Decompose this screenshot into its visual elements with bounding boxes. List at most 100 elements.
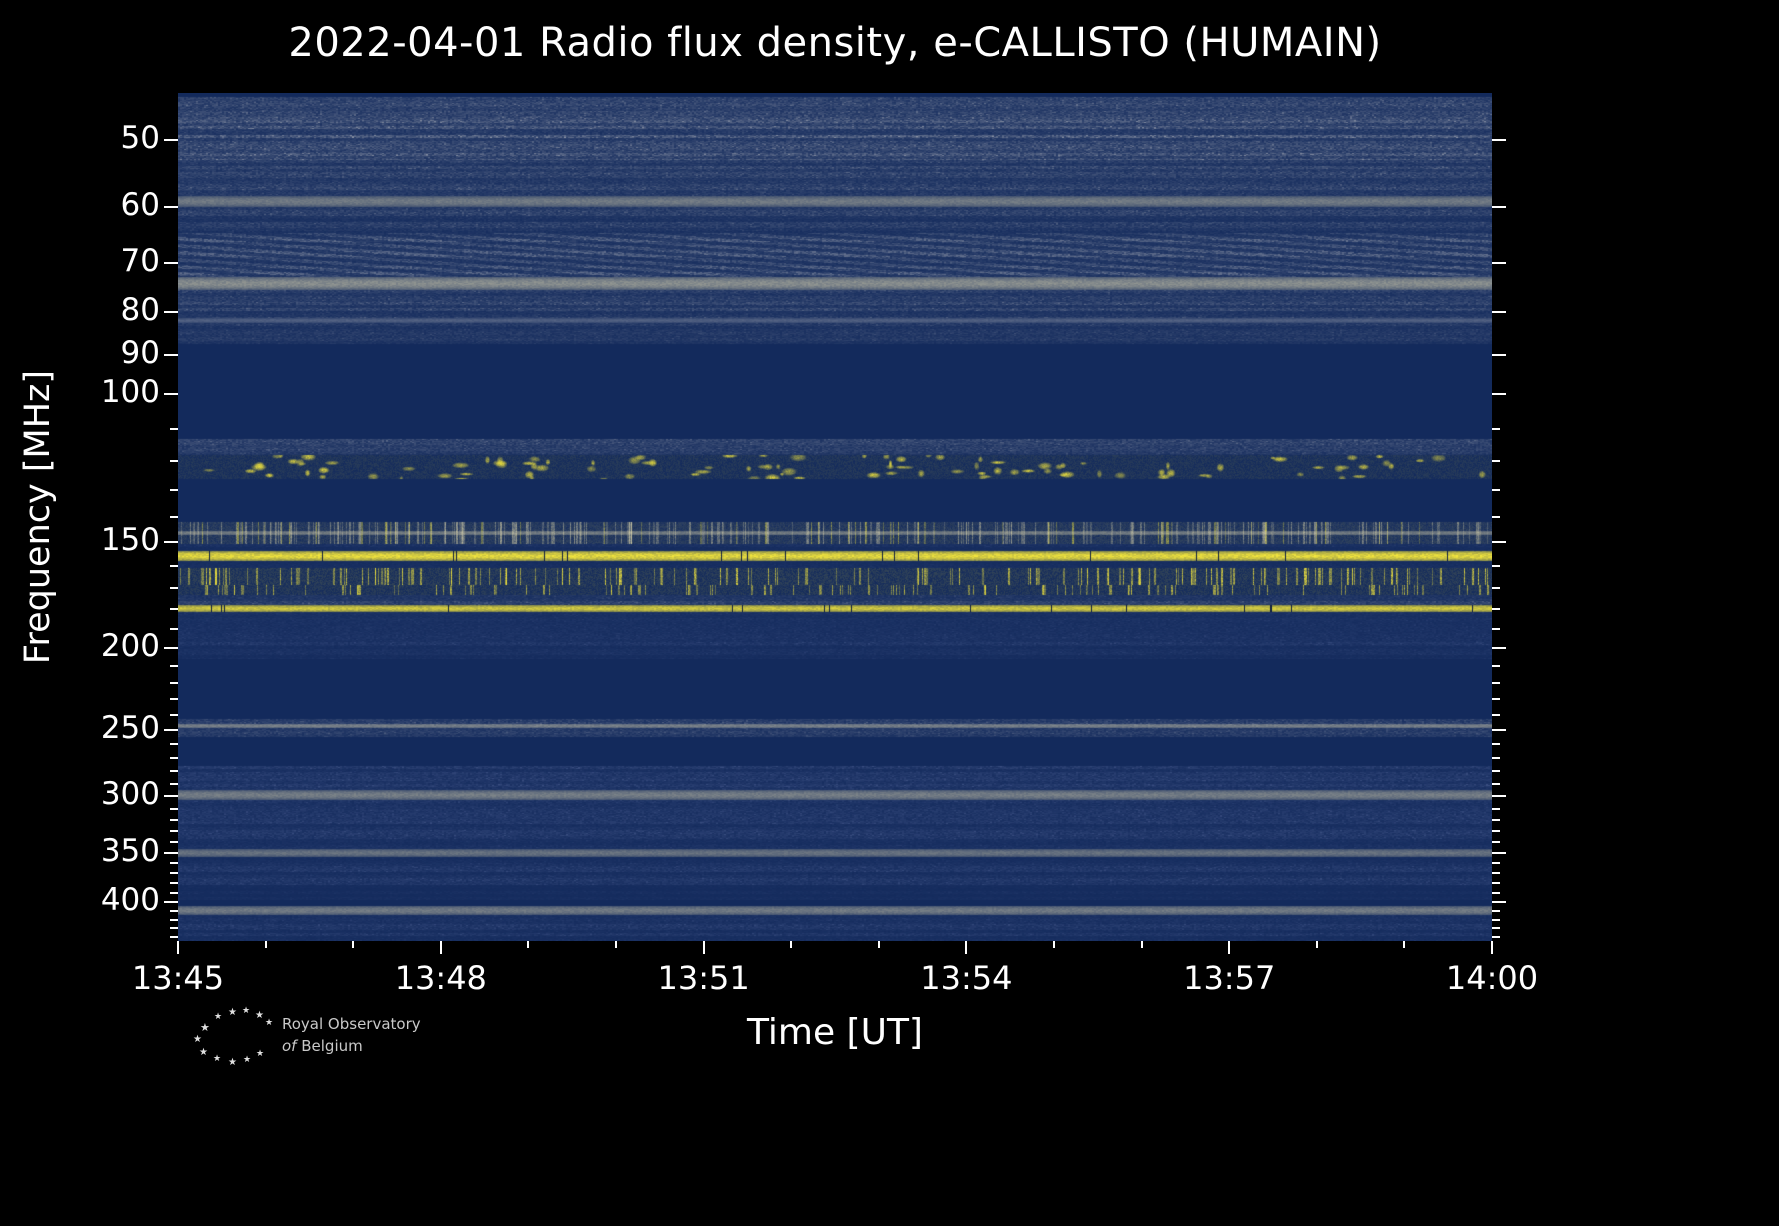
x-tick-label: 14:00 bbox=[1445, 959, 1539, 997]
rob-logo: ★ ★ ★ ★ ★ ★ ★ ★ ★ ★ ★ ★ bbox=[180, 1000, 500, 1070]
y-minor-tick bbox=[170, 919, 178, 921]
rob-logo-line2: of Belgium bbox=[282, 1036, 421, 1058]
y-minor-tick bbox=[170, 770, 178, 772]
y-tick-label: 50 bbox=[120, 120, 160, 156]
y-major-tick bbox=[164, 852, 178, 854]
y-minor-tick-right bbox=[1492, 872, 1500, 874]
y-minor-tick-right bbox=[1492, 882, 1500, 884]
y-minor-tick-right bbox=[1492, 587, 1500, 589]
star-icon: ★ bbox=[242, 1006, 251, 1016]
x-minor-tick bbox=[1053, 941, 1055, 948]
y-major-tick bbox=[164, 206, 178, 208]
y-minor-tick bbox=[170, 628, 178, 630]
y-major-tick bbox=[164, 311, 178, 313]
y-minor-tick-right bbox=[1492, 808, 1500, 810]
y-minor-tick-right bbox=[1492, 862, 1500, 864]
y-minor-tick-right bbox=[1492, 770, 1500, 772]
y-major-tick-right bbox=[1492, 139, 1506, 141]
y-minor-tick-right bbox=[1492, 565, 1500, 567]
y-minor-tick-right bbox=[1492, 936, 1500, 938]
y-major-tick bbox=[164, 541, 178, 543]
x-tick-label: 13:54 bbox=[920, 959, 1013, 997]
x-minor-tick bbox=[527, 941, 530, 948]
y-minor-tick bbox=[170, 489, 178, 491]
y-minor-tick bbox=[170, 882, 178, 884]
x-axis-label: Time [UT] bbox=[747, 1012, 923, 1053]
y-tick-label: 80 bbox=[120, 292, 160, 328]
y-minor-tick-right bbox=[1492, 819, 1500, 821]
x-major-tick bbox=[1491, 941, 1493, 954]
rob-logo-line2-prefix: of bbox=[282, 1036, 297, 1055]
y-minor-tick bbox=[170, 587, 178, 589]
y-major-tick-right bbox=[1492, 206, 1506, 208]
star-icon: ★ bbox=[265, 1018, 274, 1028]
y-minor-tick bbox=[170, 460, 178, 462]
x-tick-label: 13:45 bbox=[131, 959, 225, 997]
star-icon: ★ bbox=[214, 1012, 223, 1022]
y-major-tick-right bbox=[1492, 541, 1506, 543]
y-minor-tick-right bbox=[1492, 698, 1500, 700]
star-icon: ★ bbox=[193, 1034, 202, 1045]
y-minor-tick-right bbox=[1492, 714, 1500, 716]
y-minor-tick-right bbox=[1492, 743, 1500, 745]
y-major-tick bbox=[164, 901, 178, 903]
x-tick-label: 13:51 bbox=[657, 959, 750, 997]
y-axis-label: Frequency [MHz] bbox=[18, 369, 58, 665]
y-minor-tick-right bbox=[1492, 460, 1500, 462]
y-minor-tick bbox=[170, 743, 178, 745]
star-icon: ★ bbox=[200, 1021, 210, 1034]
x-minor-tick bbox=[877, 941, 880, 948]
y-minor-tick bbox=[170, 936, 178, 938]
y-major-tick bbox=[164, 139, 178, 141]
y-minor-tick bbox=[170, 516, 178, 518]
x-major-tick bbox=[439, 941, 442, 954]
y-minor-tick bbox=[170, 565, 178, 567]
y-major-tick bbox=[164, 393, 178, 395]
y-tick-label: 350 bbox=[100, 833, 160, 869]
x-major-tick bbox=[702, 941, 705, 954]
x-minor-tick bbox=[1140, 941, 1143, 948]
x-minor-tick bbox=[264, 941, 267, 948]
y-major-tick-right bbox=[1492, 795, 1506, 797]
y-minor-tick bbox=[170, 819, 178, 821]
x-minor-tick bbox=[615, 941, 617, 948]
rob-logo-line2-name: Belgium bbox=[301, 1036, 363, 1055]
spectrogram-canvas bbox=[178, 93, 1492, 941]
y-minor-tick bbox=[170, 862, 178, 864]
x-major-tick bbox=[177, 941, 179, 954]
y-minor-tick bbox=[170, 872, 178, 874]
y-tick-label: 70 bbox=[120, 243, 160, 279]
y-minor-tick bbox=[170, 428, 178, 430]
x-minor-tick bbox=[790, 941, 793, 948]
x-tick-label: 13:57 bbox=[1183, 959, 1276, 997]
y-major-tick-right bbox=[1492, 311, 1506, 313]
star-icon: ★ bbox=[256, 1049, 265, 1059]
star-icon: ★ bbox=[199, 1047, 208, 1058]
star-icon: ★ bbox=[255, 1010, 264, 1021]
star-icon: ★ bbox=[243, 1055, 252, 1065]
y-major-tick-right bbox=[1492, 354, 1506, 356]
y-tick-label: 90 bbox=[120, 335, 160, 371]
y-tick-label: 250 bbox=[100, 710, 160, 746]
y-minor-tick bbox=[170, 927, 178, 929]
y-major-tick-right bbox=[1492, 901, 1506, 903]
y-tick-label: 400 bbox=[100, 882, 160, 918]
y-minor-tick bbox=[170, 665, 178, 667]
y-minor-tick bbox=[170, 714, 178, 716]
y-major-tick bbox=[164, 262, 178, 264]
y-minor-tick-right bbox=[1492, 757, 1500, 759]
y-minor-tick bbox=[170, 808, 178, 810]
y-tick-label: 200 bbox=[100, 628, 160, 664]
y-minor-tick bbox=[170, 757, 178, 759]
y-minor-tick bbox=[170, 783, 178, 785]
y-major-tick-right bbox=[1492, 393, 1506, 395]
y-tick-label: 100 bbox=[100, 374, 160, 410]
star-icon: ★ bbox=[228, 1007, 237, 1018]
y-minor-tick bbox=[170, 682, 178, 684]
y-major-tick-right bbox=[1492, 852, 1506, 854]
y-minor-tick bbox=[170, 841, 178, 843]
x-major-tick bbox=[1228, 941, 1231, 954]
y-major-tick-right bbox=[1492, 262, 1506, 264]
y-minor-tick bbox=[170, 698, 178, 700]
